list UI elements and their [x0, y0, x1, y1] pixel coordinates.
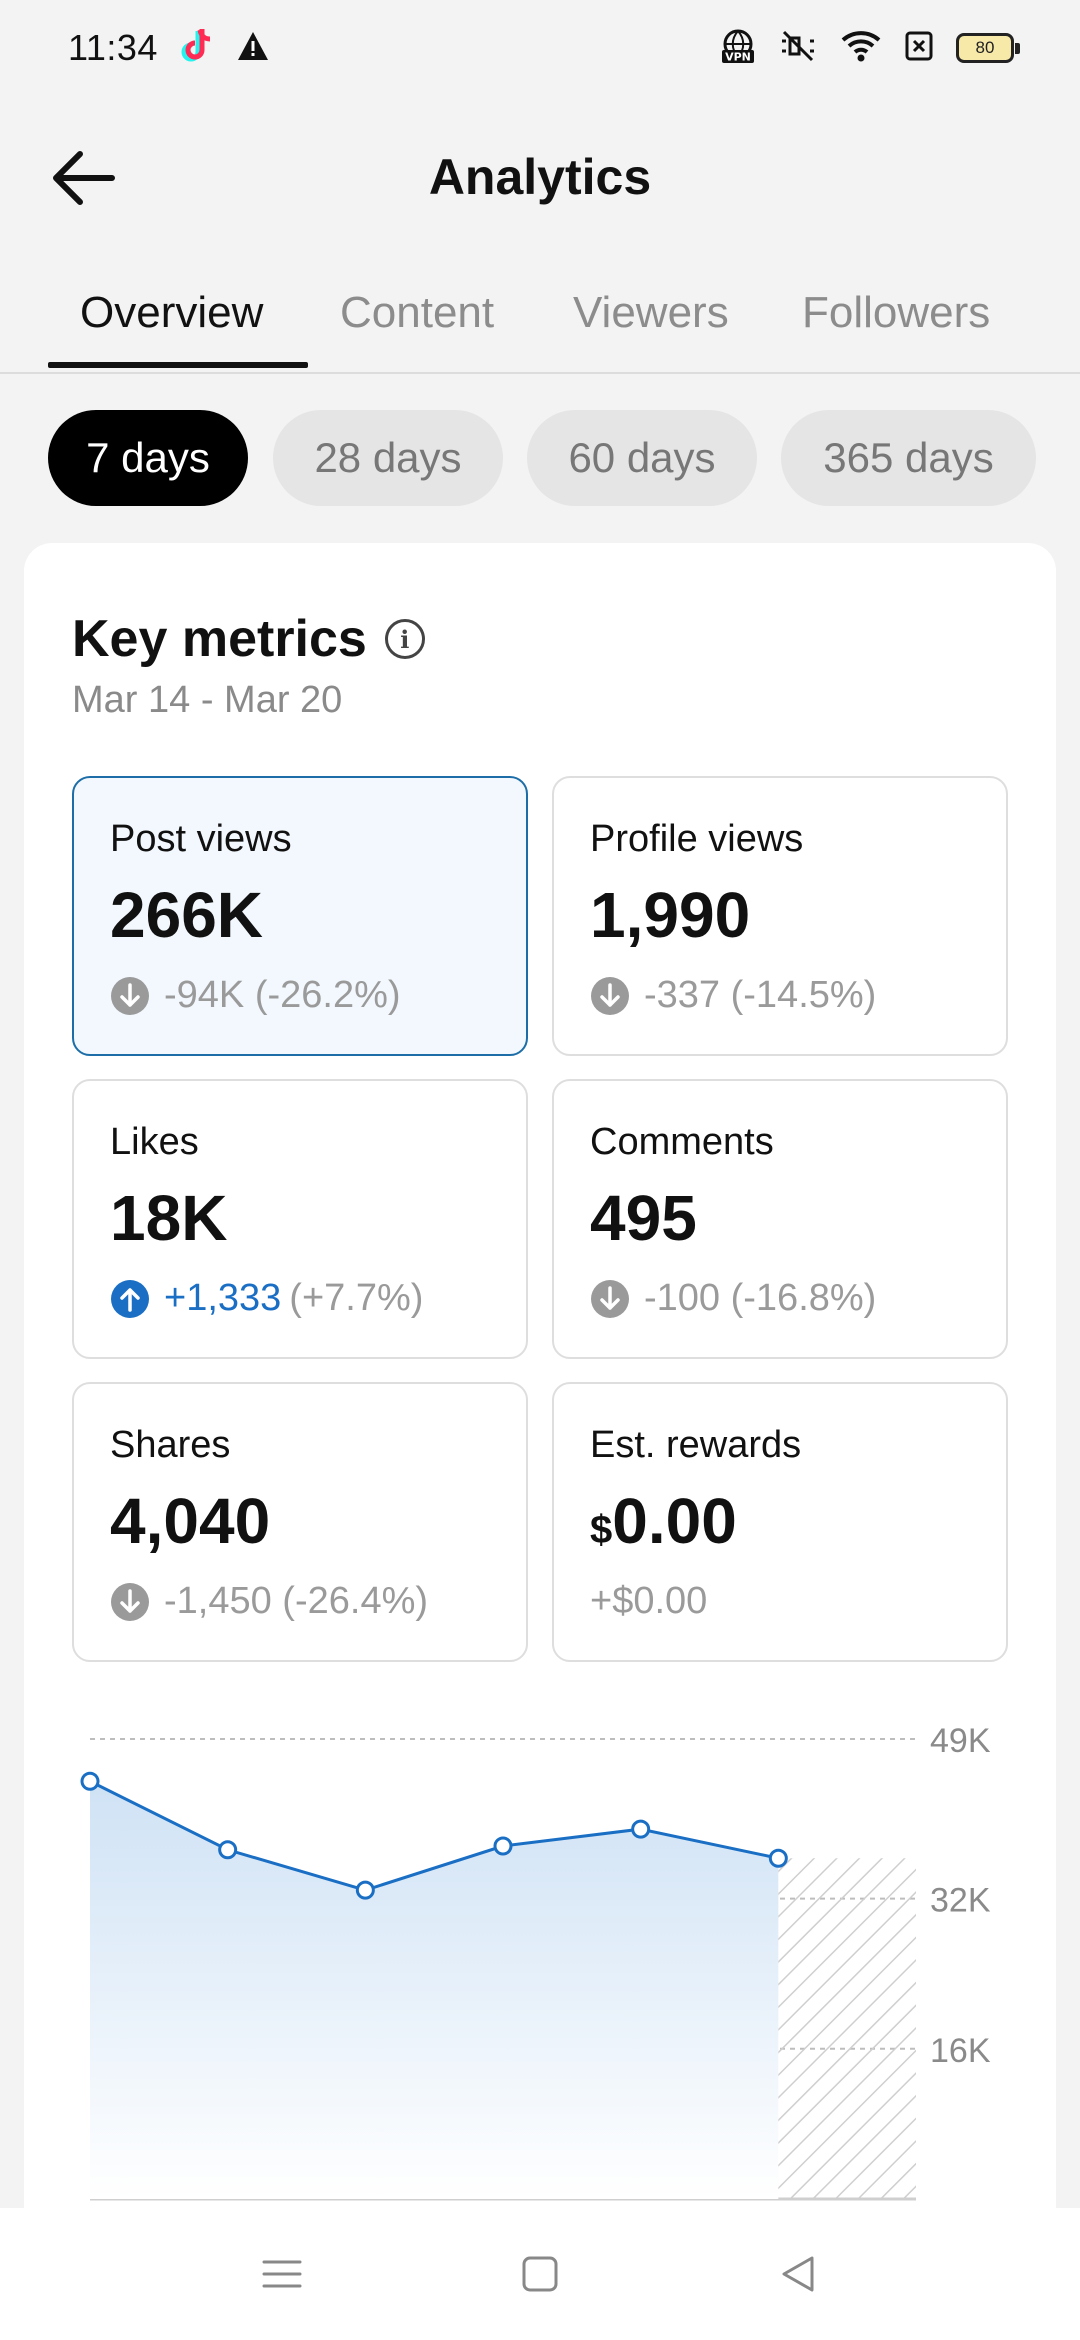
sim-icon [904, 30, 934, 67]
metric-amount: 0.00 [612, 1485, 737, 1557]
metric-delta: -94K (-26.2%) [110, 974, 401, 1017]
metric-delta: +$0.00 [590, 1580, 707, 1623]
delta-text: -100 (-16.8%) [644, 1277, 877, 1319]
back-icon[interactable] [768, 2244, 828, 2304]
delta-percent: (+7.7%) [289, 1277, 424, 1319]
metric-label: Est. rewards [590, 1424, 802, 1466]
data-point [355, 1880, 375, 1900]
data-point [493, 1836, 513, 1856]
series-area [90, 1781, 779, 2199]
data-point [218, 1840, 238, 1860]
metric-likes[interactable]: Likes 18K +1,333 (+7.7%) [72, 1079, 528, 1359]
vpn-icon: VPN [720, 28, 756, 69]
range-60-days[interactable]: 60 days [527, 410, 757, 506]
arrow-down-icon [591, 1279, 629, 1318]
metric-label: Likes [110, 1121, 199, 1163]
tab-bar: Overview Content Viewers Followers [0, 250, 1080, 374]
metric-value: 1,990 [590, 879, 751, 951]
currency-symbol: $ [590, 1508, 613, 1552]
metric-label: Profile views [590, 818, 804, 860]
metric-delta: -1,450 (-26.4%) [110, 1580, 428, 1623]
status-right: VPN 80 [720, 28, 1020, 69]
metric-delta: -337 (-14.5%) [590, 974, 876, 1017]
metric-value: $0.00 [590, 1484, 737, 1558]
delta-text: -337 (-14.5%) [644, 974, 877, 1016]
metric-profile-views[interactable]: Profile views 1,990 -337 (-14.5%) [552, 776, 1008, 1056]
status-left: 11:34 [68, 27, 270, 70]
y-tick-label: 49K [930, 1722, 991, 1760]
back-button[interactable] [50, 148, 116, 208]
metric-value: 4,040 [110, 1485, 271, 1557]
arrow-down-icon [591, 976, 629, 1015]
tab-followers[interactable]: Followers [802, 288, 991, 337]
metric-value: 18K [110, 1182, 228, 1254]
metric-est-rewards[interactable]: Est. rewards $0.00 +$0.00 [552, 1382, 1008, 1662]
status-bar: 11:34 VPN [0, 0, 1080, 96]
key-metrics-title: Key metrics i [72, 609, 425, 669]
metric-value: 495 [590, 1182, 697, 1254]
metric-delta: -100 (-16.8%) [590, 1277, 876, 1320]
svg-text:VPN: VPN [725, 50, 751, 63]
tab-content[interactable]: Content [340, 288, 495, 337]
tab-viewers[interactable]: Viewers [573, 288, 729, 337]
arrow-left-icon [53, 151, 115, 205]
info-icon[interactable]: i [384, 619, 425, 659]
metric-delta: +1,333 (+7.7%) [110, 1277, 423, 1320]
delta-text: -1,450 (-26.4%) [164, 1580, 429, 1622]
metric-label: Comments [590, 1121, 774, 1163]
data-point [631, 1819, 651, 1839]
series-line [89, 1779, 779, 1892]
warning-icon [236, 30, 270, 67]
tab-overview[interactable]: Overview [80, 288, 264, 337]
delta-text: +1,333 [164, 1277, 282, 1319]
battery-icon: 80 [956, 33, 1020, 63]
y-tick-label: 32K [930, 1882, 991, 1920]
data-point [80, 1771, 100, 1791]
y-tick-label: 16K [930, 2032, 991, 2070]
home-icon[interactable] [510, 2244, 570, 2304]
metric-post-views[interactable]: Post views 266K -94K (-26.2%) [72, 776, 528, 1056]
arrow-down-icon [111, 976, 149, 1015]
system-nav-bar [0, 2208, 1080, 2340]
key-metrics-heading: Key metrics [72, 610, 367, 668]
status-time: 11:34 [68, 27, 158, 68]
date-range-label: Mar 14 - Mar 20 [72, 679, 343, 721]
data-point [768, 1848, 788, 1868]
metric-comments[interactable]: Comments 495 -100 (-16.8%) [552, 1079, 1008, 1359]
page-title: Analytics [428, 149, 652, 205]
key-metrics-card: Key metrics i Mar 14 - Mar 20 Post views… [24, 543, 1056, 2340]
incomplete-day-region [778, 1858, 916, 2199]
range-365-days[interactable]: 365 days [781, 410, 1036, 506]
metric-shares[interactable]: Shares 4,040 -1,450 (-26.4%) [72, 1382, 528, 1662]
metric-value: 266K [110, 879, 263, 951]
header: Analytics [0, 126, 1080, 226]
arrow-down-icon [111, 1582, 149, 1621]
battery-level: 80 [975, 38, 995, 57]
range-28-days[interactable]: 28 days [273, 410, 503, 506]
mute-icon [778, 29, 818, 68]
metric-label: Post views [110, 818, 292, 860]
menu-icon[interactable] [252, 2244, 312, 2304]
arrow-up-icon [111, 1279, 149, 1318]
delta-text: +$0.00 [590, 1580, 708, 1622]
wifi-icon [840, 29, 882, 68]
active-tab-indicator [48, 362, 308, 368]
metric-label: Shares [110, 1424, 231, 1466]
tiktok-icon [180, 27, 214, 70]
tabs-fade [1000, 250, 1080, 372]
range-7-days[interactable]: 7 days [48, 410, 248, 506]
delta-text: -94K (-26.2%) [164, 974, 401, 1016]
